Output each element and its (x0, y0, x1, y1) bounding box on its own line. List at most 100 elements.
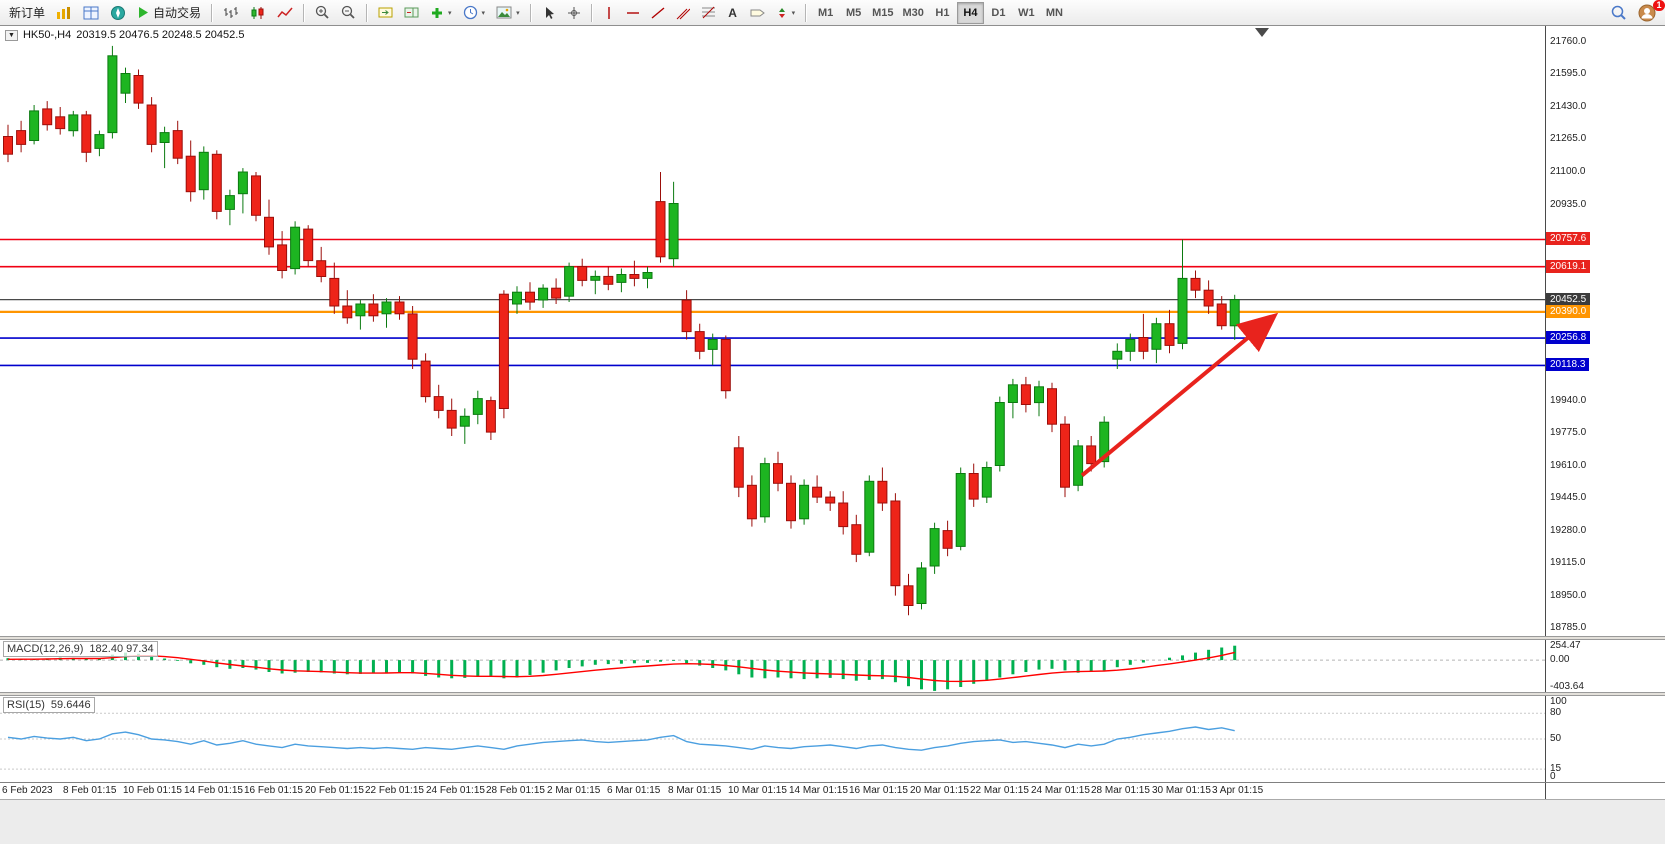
bar-chart-icon (223, 6, 239, 20)
time-tick-label: 24 Feb 01:15 (426, 785, 485, 796)
main-toolbar: 新订单 自动交易 (0, 0, 1665, 26)
search-button[interactable] (1606, 2, 1632, 24)
zoom-out-icon (341, 5, 356, 20)
time-axis[interactable]: 6 Feb 2023 8 Feb 01:15 10 Feb 01:15 14 Feb … (0, 783, 1545, 799)
auto-scroll-button[interactable] (373, 2, 398, 24)
price-chart-row: ▼ HK50-,H4 20319.5 20476.5 20248.5 20452… (0, 26, 1665, 636)
channel-icon (676, 6, 690, 20)
price-axis[interactable]: 21760.0 21595.0 21430.0 21265.0 21100.0 20935… (1545, 26, 1665, 636)
price-tick-label: 21100.0 (1550, 166, 1586, 177)
text-tool-button[interactable]: A (722, 2, 744, 24)
time-tick-label: 10 Mar 01:15 (728, 785, 787, 796)
rsi-line (7, 726, 1235, 751)
rsi-axis[interactable]: 100 80 50 15 0 (1545, 696, 1665, 782)
axis-corner (1545, 783, 1665, 799)
macd-signal-line (7, 651, 1235, 683)
price-tick-label: 19940.0 (1550, 395, 1587, 406)
market-watch-button[interactable] (51, 2, 77, 24)
timeframe-m30-button[interactable]: M30 (899, 2, 928, 24)
account-button[interactable]: 1 (1633, 0, 1665, 24)
panel-splitter[interactable] (0, 636, 1665, 640)
trend-arrow-annotation[interactable] (1080, 312, 1279, 477)
chart-dropdown-caret[interactable]: ▼ (5, 29, 18, 41)
chart-shift-button[interactable] (399, 2, 424, 24)
macd-label-box: MACD(12,26,9) 182.40 97.34 (3, 641, 158, 657)
timeframe-h1-button[interactable]: H1 (929, 2, 956, 24)
vertical-line-icon (604, 6, 614, 20)
templates-button[interactable]: ▾ (491, 2, 525, 24)
zoom-in-button[interactable] (310, 2, 335, 24)
text-tool-icon: A (728, 5, 737, 20)
candlestick-chart[interactable] (0, 26, 1545, 636)
cursor-button[interactable] (537, 2, 561, 24)
timeframe-w1-button[interactable]: W1 (1013, 2, 1040, 24)
timeframe-m15-button[interactable]: M15 (868, 2, 897, 24)
chart-shift-marker[interactable] (1255, 28, 1269, 37)
rsi-indicator (0, 712, 1545, 770)
notification-badge: 1 (1653, 0, 1665, 11)
rsi-plot[interactable]: RSI(15) 59.6446 (0, 696, 1545, 782)
zoom-out-button[interactable] (336, 2, 361, 24)
time-tick-label: 3 Apr 01:15 (1212, 785, 1264, 796)
line-chart-button[interactable] (272, 2, 298, 24)
macd-plot[interactable]: MACD(12,26,9) 182.40 97.34 (0, 640, 1545, 692)
time-tick-label: 14 Mar 01:15 (789, 785, 848, 796)
vertical-line-button[interactable] (598, 2, 620, 24)
timeframe-d1-button[interactable]: D1 (985, 2, 1012, 24)
arrow-objects-button[interactable]: ▾ (771, 2, 801, 24)
price-tick-label: 21265.0 (1550, 133, 1587, 144)
price-tick-label: 18950.0 (1550, 590, 1587, 601)
time-tick-label: 8 Mar 01:15 (668, 785, 722, 796)
time-tick-label: 6 Mar 01:15 (607, 785, 661, 796)
time-tick-label: 8 Feb 01:15 (63, 785, 117, 796)
price-level-badge: 20619.1 (1546, 260, 1591, 273)
equidistant-channel-button[interactable] (671, 2, 695, 24)
time-tick-label: 20 Mar 01:15 (910, 785, 969, 796)
chart-title: ▼ HK50-,H4 20319.5 20476.5 20248.5 20452… (5, 29, 244, 41)
time-tick-label: 16 Mar 01:15 (849, 785, 908, 796)
trendline-button[interactable] (646, 2, 670, 24)
bar-chart-button[interactable] (218, 2, 244, 24)
time-tick-label: 20 Feb 01:15 (305, 785, 364, 796)
price-tick-label: 21760.0 (1550, 36, 1587, 47)
time-axis-row: 6 Feb 2023 8 Feb 01:15 10 Feb 01:15 14 Feb … (0, 782, 1665, 799)
autotrading-label: 自动交易 (153, 6, 202, 20)
search-icon (1611, 5, 1627, 21)
periods-button[interactable]: ▾ (458, 2, 491, 24)
timeframe-m5-button[interactable]: M5 (840, 2, 867, 24)
autotrading-button[interactable]: 自动交易 (132, 2, 206, 24)
rsi-value: 59.6446 (50, 699, 91, 711)
chevron-down-icon: ▾ (448, 9, 452, 17)
panel-splitter[interactable] (0, 692, 1665, 696)
chevron-down-icon: ▾ (791, 9, 796, 17)
rsi-name: RSI(15) (7, 699, 45, 711)
auto-scroll-icon (378, 6, 393, 19)
label-tag-icon (750, 7, 765, 19)
navigator-icon (110, 5, 126, 21)
macd-axis[interactable]: 254.47 0.00 -403.64 (1545, 640, 1665, 692)
zoom-in-icon (315, 5, 330, 20)
price-level-badge: 20118.3 (1546, 358, 1590, 371)
fibonacci-button[interactable] (696, 2, 721, 24)
navigator-button[interactable] (105, 2, 131, 24)
timeframe-m1-button[interactable]: M1 (812, 2, 839, 24)
candlestick-chart-button[interactable] (245, 2, 271, 24)
data-window-icon (83, 6, 99, 20)
price-level-badge: 20390.0 (1546, 305, 1591, 318)
text-label-button[interactable] (745, 2, 770, 24)
price-tick-label: 19775.0 (1550, 427, 1587, 438)
price-chart-plot[interactable]: ▼ HK50-,H4 20319.5 20476.5 20248.5 20452… (0, 26, 1545, 636)
indicators-button[interactable]: ▾ (425, 2, 457, 24)
new-order-button[interactable]: 新订单 (4, 2, 50, 24)
chevron-down-icon: ▾ (516, 9, 520, 17)
clock-icon (463, 5, 478, 20)
horizontal-line-button[interactable] (621, 2, 645, 24)
support-resistance-lines (0, 238, 1545, 367)
price-tick-label: 21595.0 (1550, 68, 1587, 79)
candlesticks (3, 45, 1240, 616)
crosshair-button[interactable] (562, 2, 586, 24)
timeframe-h4-button[interactable]: H4 (956, 1, 984, 24)
timeframe-mn-button[interactable]: MN (1041, 2, 1068, 24)
data-window-button[interactable] (78, 2, 104, 24)
